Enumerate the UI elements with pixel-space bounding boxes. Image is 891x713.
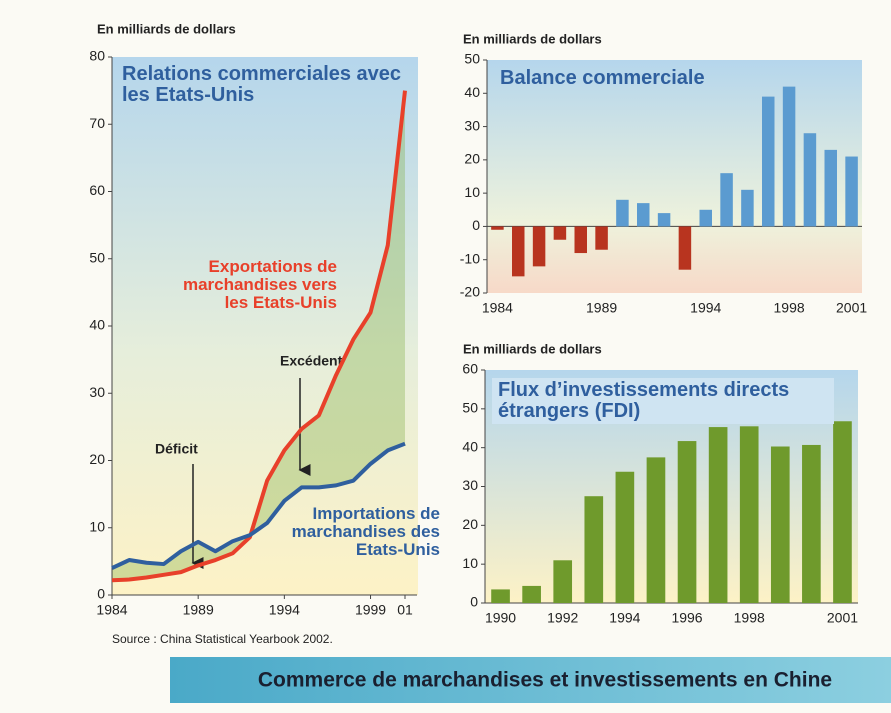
bar [553,226,567,240]
x-tick-label: 1996 [671,610,702,626]
axis-label: En milliards de dollars [463,31,602,46]
bar [739,426,759,603]
y-tick-label: 50 [464,51,480,67]
y-tick-label: 0 [470,594,478,610]
x-tick-label: 1998 [734,610,765,626]
y-tick-label: 10 [462,555,478,571]
bar [833,421,852,603]
bar [803,133,817,227]
y-tick-label: 10 [464,184,480,200]
bar [770,446,790,603]
bar [678,226,692,270]
bar [708,427,728,603]
y-tick-label: 50 [462,400,478,416]
bar [595,226,608,250]
bar [646,457,666,603]
series-label: Exportations de marchandises vers les Et… [182,257,337,312]
x-tick-label: 1984 [482,300,513,316]
annotation: Déficit [155,441,198,457]
y-tick-label: 30 [462,477,478,493]
y-tick-label: 80 [89,48,105,64]
bar [584,496,604,603]
y-tick-label: 60 [462,361,478,377]
x-tick-label: 1989 [586,300,617,316]
x-tick-label: 1989 [183,602,214,618]
bar [512,226,525,277]
bar [574,226,587,254]
y-tick-label: 70 [89,115,105,131]
bar [637,203,650,227]
bar [532,226,546,267]
y-tick-label: 10 [89,518,105,534]
x-tick-label: 1999 [355,602,386,618]
y-tick-label: 20 [462,516,478,532]
bar [616,199,629,227]
y-tick-label: 60 [89,182,105,198]
bar [699,209,712,227]
bar [615,471,635,603]
panel [487,60,862,293]
x-tick-label: 1994 [690,300,721,316]
bar [762,96,775,227]
panel [112,57,418,595]
line [111,90,407,583]
banner-title: Commerce de marchandises et investisseme… [258,669,832,692]
bar [802,444,821,603]
y-tick-label: 40 [89,317,105,333]
y-tick-label: 0 [472,217,480,233]
axis-label: En milliards de dollars [97,21,236,36]
y-tick-label: 0 [97,586,105,602]
bar [824,149,837,227]
y-tick-label: 30 [464,117,480,133]
x-tick-label: 1990 [485,610,516,626]
chart-title: Relations commerciales avec les Etats-Un… [122,63,402,106]
bar [491,589,510,603]
line [111,441,406,570]
chart-title: Balance commerciale [500,67,705,89]
bar [782,86,796,227]
bar [657,213,671,227]
y-tick-label: -20 [460,284,480,300]
x-tick-label: 1992 [547,610,578,626]
gap-area [112,90,405,581]
y-tick-label: 40 [464,84,480,100]
y-tick-label: 20 [89,451,105,467]
x-tick-label: 2001 [836,300,867,316]
banner-bg [170,657,891,703]
bar [553,560,573,603]
x-tick-label: 1998 [774,300,805,316]
x-tick-label: 2001 [827,610,858,626]
y-tick-label: -10 [460,250,480,266]
bar [522,585,541,603]
bar [845,156,858,227]
chart-title: Flux d’investissements directs étrangers… [492,378,834,424]
x-tick-label: 1984 [96,602,127,618]
y-tick-label: 40 [462,438,478,454]
x-tick-label: 01 [397,602,413,618]
series-label: Importations de marchandises des Etats-U… [291,504,440,559]
bar [720,173,733,227]
bar [491,226,504,230]
y-tick-label: 50 [89,249,105,265]
bar [741,189,754,227]
annotation: Excédent [280,353,343,369]
axis-label: En milliards de dollars [463,341,602,356]
y-tick-label: 30 [89,384,105,400]
x-tick-label: 1994 [609,610,640,626]
y-tick-label: 20 [464,151,480,167]
source: Source : China Statistical Yearbook 2002… [112,632,333,646]
x-tick-label: 1994 [269,602,300,618]
bar [677,441,697,603]
